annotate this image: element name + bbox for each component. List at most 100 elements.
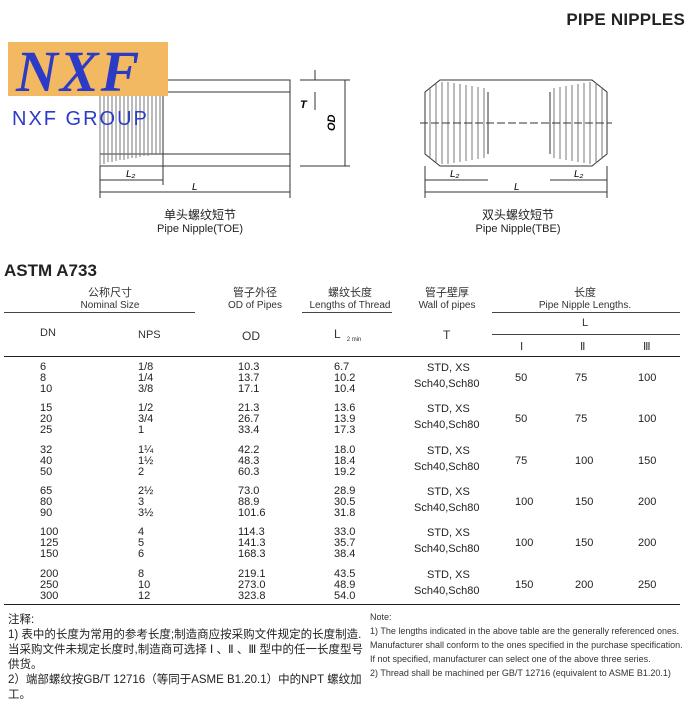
- toe-caption: 单头螺纹短节 Pipe Nipple(TOE): [100, 206, 300, 235]
- cell-od: 21.3: [238, 402, 260, 415]
- note-cn-1: 1) 表中的长度为常用的参考长度;制造商应按采购文件规定的长度制造.当采购文件未…: [8, 629, 363, 671]
- cell-od: 219.1: [238, 567, 266, 580]
- cell-od: 42.2: [238, 443, 260, 456]
- header-thread: 螺纹长度 Lengths of Thread: [309, 287, 391, 311]
- cell-dn: 300: [40, 589, 59, 602]
- cell-length-2: 75: [575, 372, 588, 384]
- cell-nps: 3/4: [138, 413, 154, 426]
- cell-wall: Sch40,Sch80: [414, 501, 480, 514]
- cell-wall: STD, XS: [427, 485, 470, 498]
- logo-name: NXF GROUP: [12, 108, 149, 130]
- cell-dn: 80: [40, 495, 53, 508]
- cell-wall: STD, XS: [427, 568, 470, 581]
- cell-dn: 100: [40, 526, 59, 539]
- col-dn: DN: [40, 327, 56, 339]
- col-nps: NPS: [138, 329, 161, 341]
- cell-length-3: 100: [638, 413, 657, 426]
- toe-nipple-drawing: [99, 70, 350, 198]
- cell-l2: 13.9: [334, 413, 356, 426]
- cell-length-3: 100: [638, 372, 657, 384]
- cell-wall: Sch40,Sch80: [414, 460, 480, 473]
- t-label: T: [300, 99, 308, 111]
- cell-l2: 43.5: [334, 567, 356, 580]
- cell-l2: 33.0: [334, 526, 356, 539]
- cell-l2: 31.8: [334, 506, 356, 519]
- caption-cn: 双头螺纹短节: [481, 208, 554, 222]
- cell-dn: 10: [40, 383, 53, 395]
- cell-dn: 150: [40, 548, 59, 561]
- notes-en-title: Note:: [370, 612, 392, 622]
- cell-l2: 6.7: [334, 361, 350, 373]
- caption-en: Pipe Nipple(TBE): [475, 223, 561, 235]
- cell-od: 48.3: [238, 454, 260, 467]
- cell-l2: 38.4: [334, 548, 356, 561]
- cell-length-2: 100: [575, 454, 594, 467]
- cell-length-2: 200: [575, 578, 594, 591]
- cell-nps: 3½: [138, 506, 154, 519]
- cell-nps: 12: [138, 589, 151, 602]
- note-en-2: 2) Thread shall be machined per GB/T 127…: [370, 668, 671, 678]
- tbe-caption: 双头螺纹短节 Pipe Nipple(TBE): [418, 206, 618, 235]
- cell-wall: Sch40,Sch80: [414, 543, 480, 556]
- cell-od: 73.0: [238, 484, 260, 497]
- cell-od: 10.3: [238, 361, 260, 373]
- l2-label: L₂: [126, 169, 136, 180]
- caption-en: Pipe Nipple(TOE): [157, 223, 243, 235]
- cell-length-3: 200: [638, 537, 657, 550]
- cell-l2: 13.6: [334, 402, 356, 415]
- standard-title: ASTM A733: [4, 261, 97, 280]
- cell-nps: 1½: [138, 454, 154, 467]
- l-label: L: [192, 182, 198, 193]
- col-t: T: [443, 328, 451, 342]
- cell-dn: 200: [40, 567, 59, 580]
- notes-cn-title: 注释:: [8, 614, 35, 626]
- cell-length-1: 50: [515, 413, 528, 426]
- cell-dn: 6: [40, 361, 47, 373]
- company-logo: NXF NXF GROUP: [8, 39, 168, 134]
- cell-dn: 8: [40, 372, 47, 384]
- cell-dn: 32: [40, 443, 53, 456]
- cell-length-1: 50: [515, 372, 528, 384]
- cell-dn: 90: [40, 506, 53, 519]
- cell-length-2: 150: [575, 495, 594, 508]
- cell-l2: 19.2: [334, 465, 356, 478]
- cell-length-3: 150: [638, 454, 657, 467]
- header-wall: 管子壁厚 Wall of pipes: [418, 287, 476, 311]
- cell-wall: Sch40,Sch80: [414, 378, 480, 390]
- cell-dn: 250: [40, 578, 59, 591]
- cell-nps: 6: [138, 548, 145, 561]
- cell-nps: 3/8: [138, 383, 154, 395]
- cell-nps: 2½: [138, 484, 154, 497]
- od-label: OD: [326, 114, 338, 131]
- cell-nps: 8: [138, 567, 145, 580]
- cell-dn: 40: [40, 454, 53, 467]
- cell-length-2: 75: [575, 413, 588, 426]
- cell-wall: STD, XS: [427, 527, 470, 540]
- cell-l2: 54.0: [334, 589, 356, 602]
- cell-od: 13.7: [238, 372, 260, 384]
- cell-length-1: 100: [515, 495, 534, 508]
- page-title: PIPE NIPPLES: [566, 10, 685, 29]
- cell-nps: 3: [138, 495, 145, 508]
- cell-nps: 5: [138, 537, 145, 550]
- cell-l2: 18.0: [334, 443, 356, 456]
- cell-length-1: 75: [515, 454, 528, 467]
- cell-nps: 1/8: [138, 361, 154, 373]
- cell-l2: 28.9: [334, 484, 356, 497]
- cell-length-1: 100: [515, 537, 534, 550]
- cell-dn: 25: [40, 424, 53, 437]
- col-iii: Ⅲ: [643, 341, 651, 353]
- cell-od: 88.9: [238, 495, 260, 508]
- cell-l2: 48.9: [334, 578, 356, 591]
- cell-nps: 1/4: [138, 372, 154, 384]
- tbe-nipple-drawing: [420, 79, 612, 198]
- header-od: 管子外径 OD of Pipes: [228, 287, 282, 311]
- cell-dn: 50: [40, 465, 53, 478]
- cell-dn: 125: [40, 537, 59, 550]
- cell-wall: STD, XS: [427, 362, 470, 374]
- notes-english: Note: 1) The lengths indicated in the ab…: [370, 610, 690, 680]
- cell-dn: 65: [40, 484, 53, 497]
- cell-wall: STD, XS: [427, 444, 470, 457]
- note-cn-2: 2）端部螺纹按GB/T 12716（等同于ASME B1.20.1）中的NPT …: [8, 674, 362, 701]
